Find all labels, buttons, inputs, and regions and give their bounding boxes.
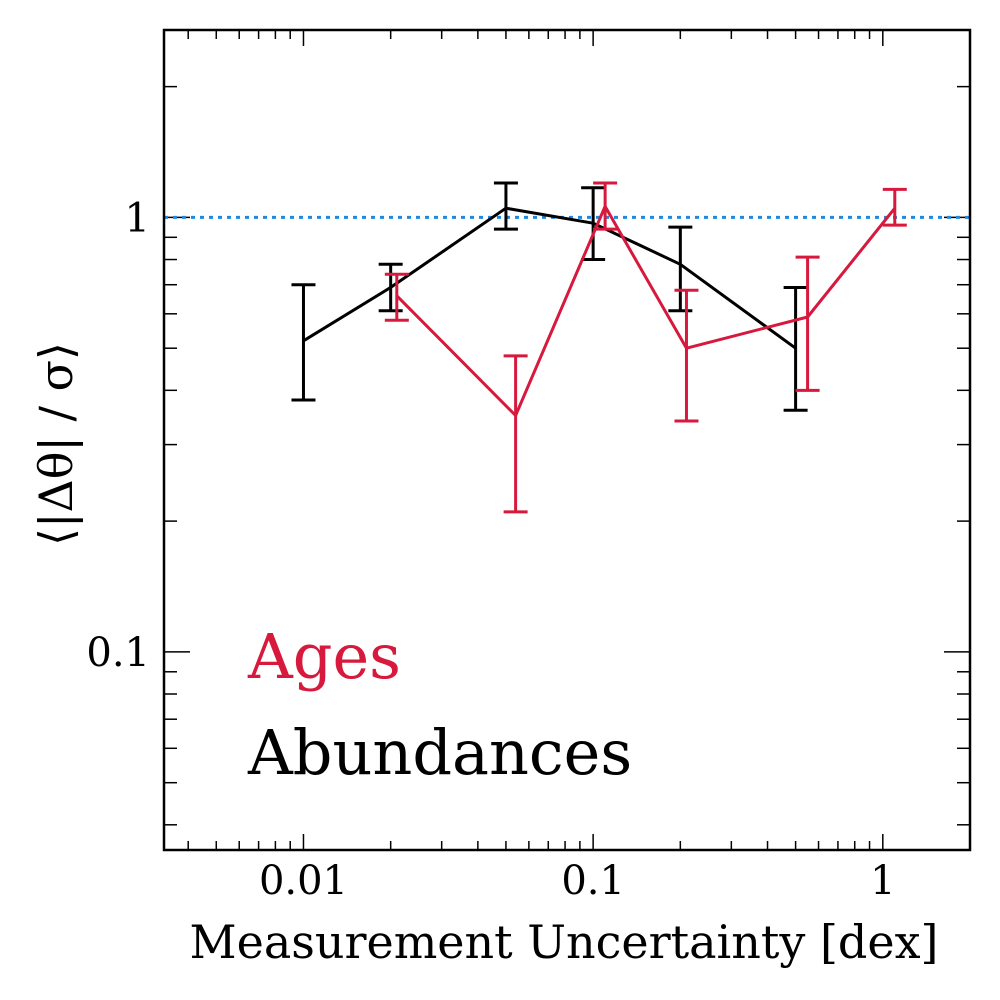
legend-label-abundances: Abundances <box>247 716 632 789</box>
tick-labels: 0.01 0.1 1 0.1 1 <box>86 195 895 904</box>
y-tick-label: 0.1 <box>86 630 150 676</box>
plot-frame <box>162 28 972 852</box>
error-bar-ages <box>384 272 409 322</box>
error-bar-ages <box>882 187 907 227</box>
error-bar-ages <box>674 288 699 423</box>
error-bar-ages <box>503 354 528 514</box>
minor-ticks <box>164 30 971 850</box>
y-tick-label: 1 <box>125 195 150 241</box>
error-bar-abundances <box>378 262 403 313</box>
y-axis-label: ⟨|Δθ| / σ⟩ <box>29 342 83 546</box>
series-layer <box>291 181 907 514</box>
error-bar-abundances <box>581 186 606 262</box>
error-bar-ages <box>795 255 820 392</box>
error-bar-abundances <box>493 181 518 231</box>
legend-label-ages: Ages <box>247 620 401 693</box>
series-line-ages <box>395 204 896 417</box>
x-tick-label: 0.01 <box>259 858 348 904</box>
x-tick-label: 1 <box>870 858 895 904</box>
series-ages <box>384 181 907 514</box>
major-ticks <box>164 30 970 850</box>
error-bar-abundances <box>291 283 316 402</box>
error-bar-ages <box>593 181 618 231</box>
series-abundances <box>291 181 808 412</box>
x-tick-label: 0.1 <box>561 858 625 904</box>
series-line-abundances <box>302 206 797 350</box>
x-axis-label: Measurement Uncertainty [dex] <box>190 915 939 969</box>
error-bar-abundances <box>668 225 693 313</box>
